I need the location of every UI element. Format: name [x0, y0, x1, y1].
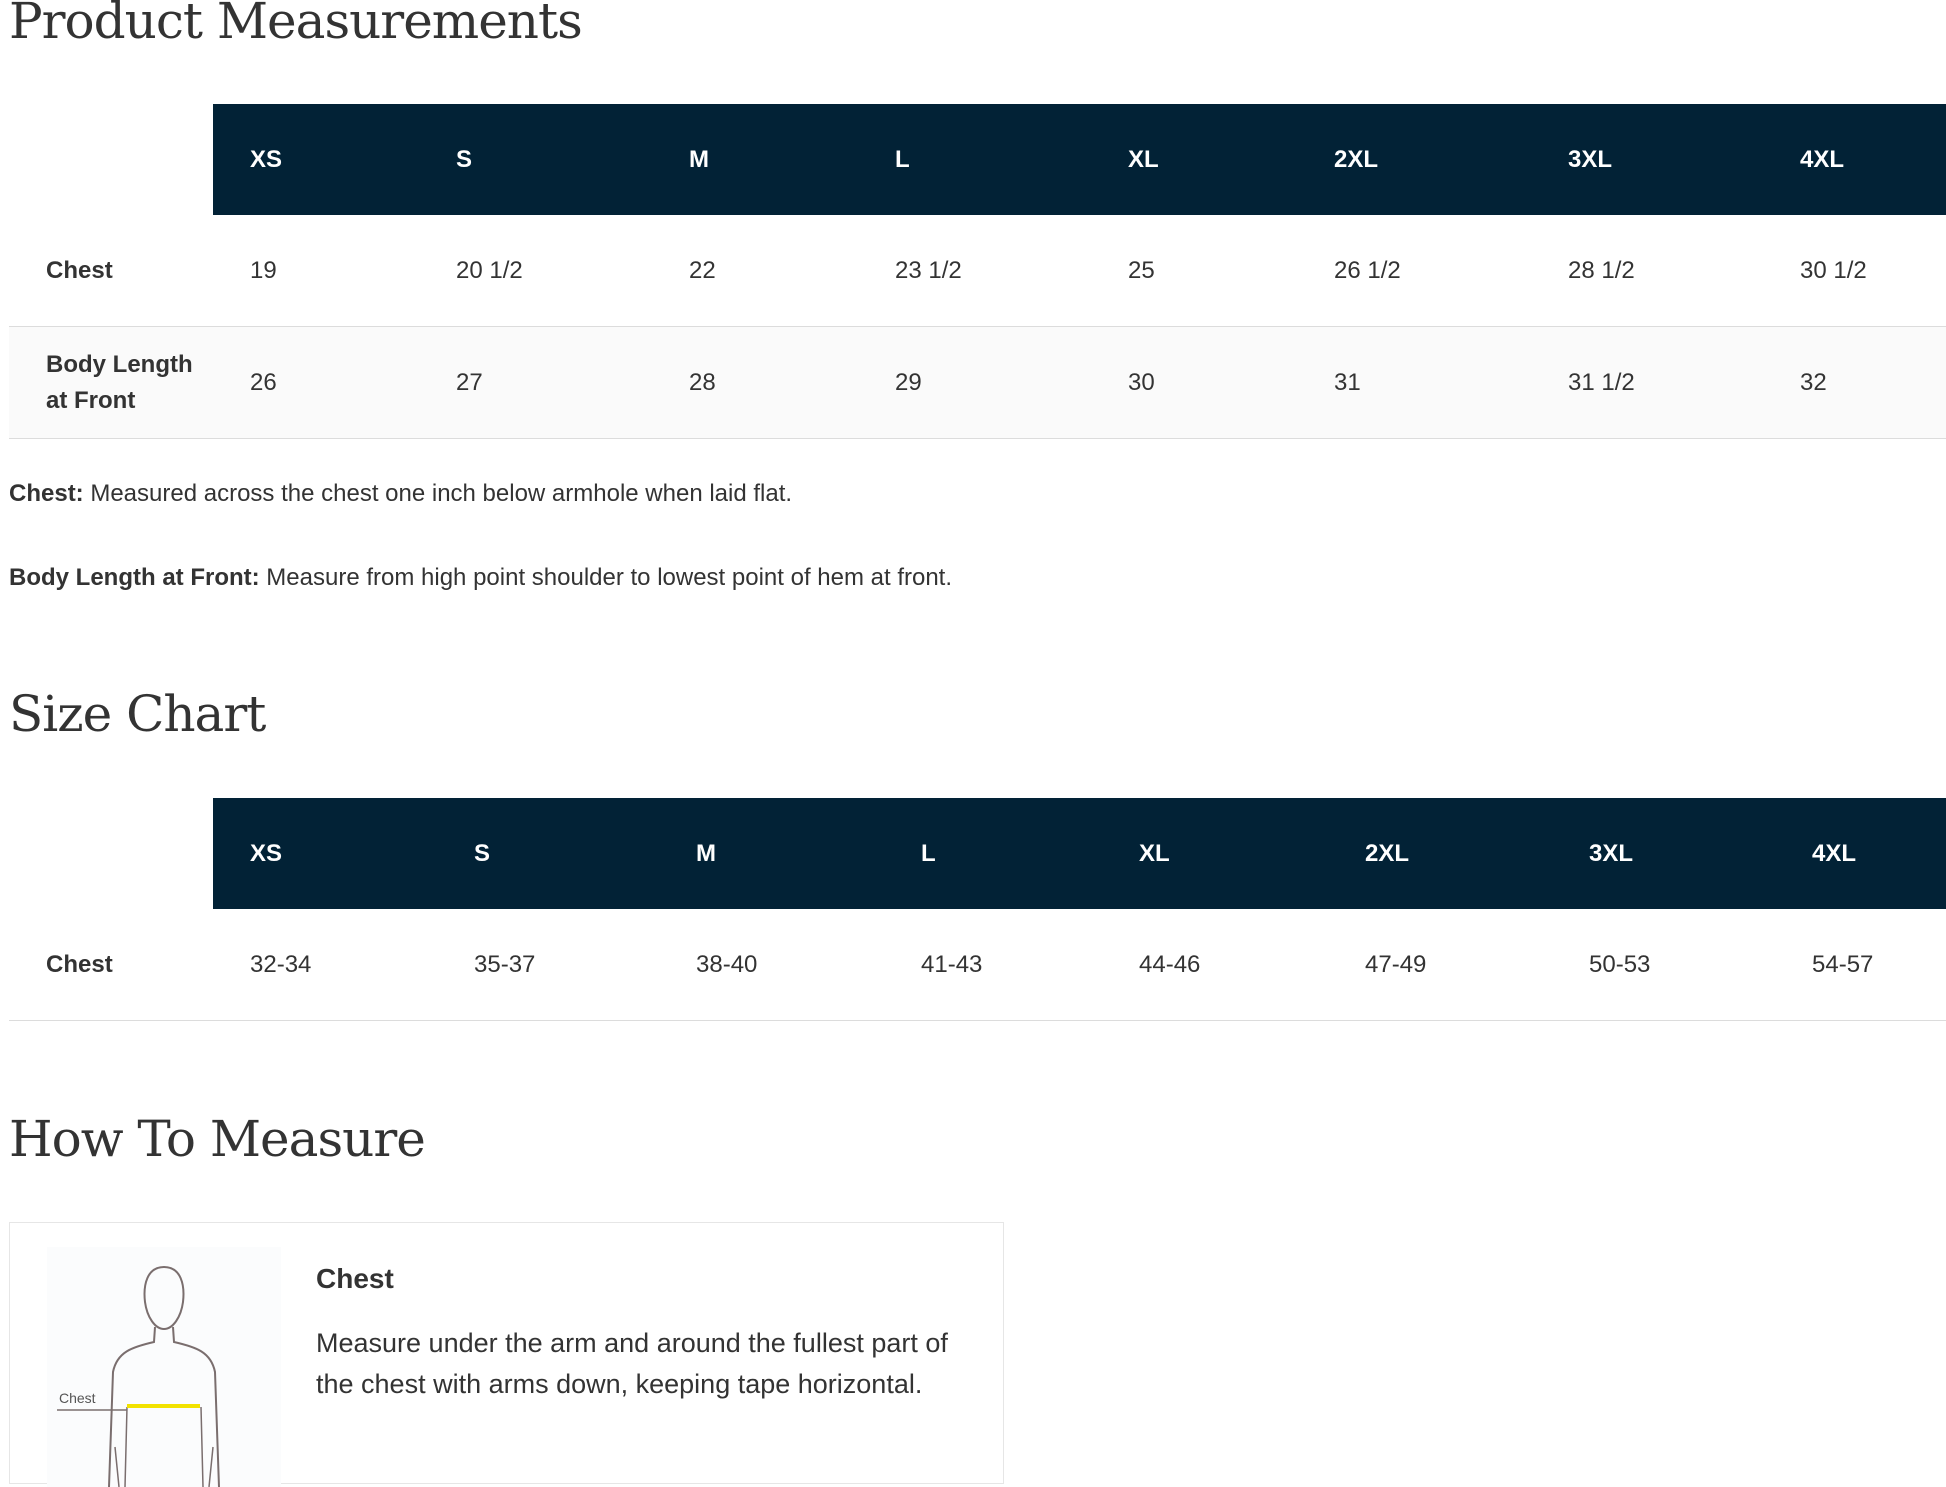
- size-header: S: [437, 798, 659, 909]
- cell: 20 1/2: [419, 215, 652, 327]
- note-term: Body Length at Front:: [9, 564, 260, 591]
- chest-note: Chest: Measured across the chest one inc…: [9, 480, 792, 508]
- cell: 44-46: [1102, 909, 1328, 1021]
- size-chart-table: XS S M L XL 2XL 3XL 4XL Chest 32-34 35-3…: [9, 798, 1946, 1021]
- size-header: 3XL: [1552, 798, 1775, 909]
- cell: 26: [213, 326, 419, 439]
- cell: 54-57: [1775, 909, 1946, 1021]
- cell: 50-53: [1552, 909, 1775, 1021]
- product-measurements-table: XS S M L XL 2XL 3XL 4XL Chest 19 20 1/2 …: [9, 104, 1946, 439]
- size-header: XS: [213, 798, 437, 909]
- size-chart-title: Size Chart: [9, 685, 266, 743]
- row-label: Body Length at Front: [9, 326, 213, 439]
- row-label: Chest: [9, 215, 213, 327]
- table-header-row: XS S M L XL 2XL 3XL 4XL: [9, 104, 1946, 215]
- size-header: L: [858, 104, 1091, 215]
- cell: 29: [858, 326, 1091, 439]
- size-header: XL: [1091, 104, 1297, 215]
- size-header: XL: [1102, 798, 1328, 909]
- cell: 35-37: [437, 909, 659, 1021]
- table-row: Chest 19 20 1/2 22 23 1/2 25 26 1/2 28 1…: [9, 215, 1946, 327]
- cell: 28: [652, 326, 858, 439]
- size-header: 2XL: [1297, 104, 1531, 215]
- size-header: 2XL: [1328, 798, 1552, 909]
- cell: 32: [1763, 326, 1946, 439]
- size-header: 4XL: [1763, 104, 1946, 215]
- size-header: XS: [213, 104, 419, 215]
- cell: 38-40: [659, 909, 884, 1021]
- cell: 19: [213, 215, 419, 327]
- cell: 28 1/2: [1531, 215, 1763, 327]
- size-header: M: [659, 798, 884, 909]
- cell: 22: [652, 215, 858, 327]
- cell: 27: [419, 326, 652, 439]
- cell: 30 1/2: [1763, 215, 1946, 327]
- cell: 47-49: [1328, 909, 1552, 1021]
- cell: 41-43: [884, 909, 1102, 1021]
- note-text: Measured across the chest one inch below…: [83, 480, 793, 507]
- cell: 32-34: [213, 909, 437, 1021]
- how-to-measure-title: How To Measure: [9, 1110, 426, 1168]
- cell: 31 1/2: [1531, 326, 1763, 439]
- cell: 23 1/2: [858, 215, 1091, 327]
- size-header: L: [884, 798, 1102, 909]
- cell: 30: [1091, 326, 1297, 439]
- figure-label: Chest: [59, 1390, 96, 1406]
- size-header: M: [652, 104, 858, 215]
- cell: 31: [1297, 326, 1531, 439]
- note-text: Measure from high point shoulder to lowe…: [259, 564, 953, 591]
- size-header: S: [419, 104, 652, 215]
- cell: 25: [1091, 215, 1297, 327]
- table-row: Body Length at Front 26 27 28 29 30 31 3…: [9, 326, 1946, 439]
- measure-card-chest: Chest Chest Measure under the arm and ar…: [9, 1222, 1004, 1487]
- cell: 26 1/2: [1297, 215, 1531, 327]
- measure-heading: Chest: [316, 1263, 394, 1294]
- row-label: Chest: [9, 909, 213, 1021]
- size-header: 4XL: [1775, 798, 1946, 909]
- note-term: Chest:: [9, 480, 84, 507]
- table-header-row: XS S M L XL 2XL 3XL 4XL: [9, 798, 1946, 909]
- measure-description: Measure under the arm and around the ful…: [316, 1328, 948, 1399]
- size-header: 3XL: [1531, 104, 1763, 215]
- table-row: Chest 32-34 35-37 38-40 41-43 44-46 47-4…: [9, 909, 1946, 1021]
- chest-measurement-figure-icon: Chest: [47, 1247, 281, 1487]
- body-length-note: Body Length at Front: Measure from high …: [9, 564, 952, 592]
- product-measurements-title: Product Measurements: [9, 0, 583, 50]
